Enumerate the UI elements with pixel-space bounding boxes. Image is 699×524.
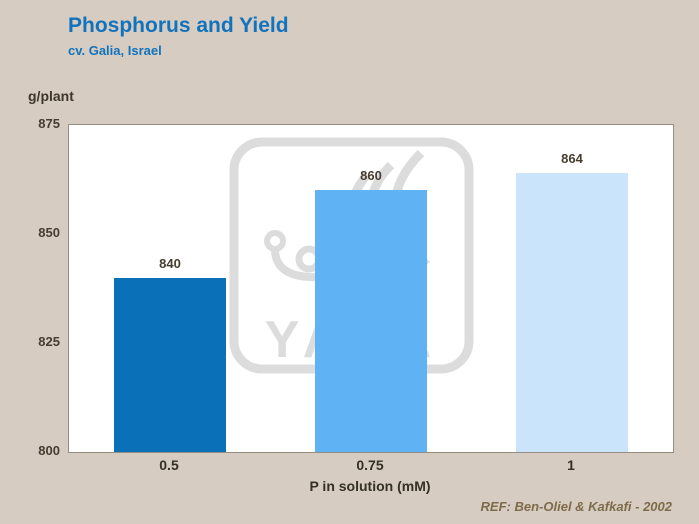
bar-0.5 (114, 278, 226, 452)
x-axis-title: P in solution (mM) (309, 478, 431, 494)
y-tick-label: 825 (38, 334, 60, 349)
bar-value-label: 840 (159, 256, 181, 271)
y-tick-label: 850 (38, 225, 60, 240)
bar-0.75 (315, 190, 427, 452)
chart-title: Phosphorus and Yield (68, 14, 289, 37)
bar-value-label: 860 (360, 168, 382, 183)
reference-text: REF: Ben-Oliel & Kafkafi - 2002 (480, 499, 672, 514)
x-tick-label: 0.5 (159, 457, 179, 473)
y-tick-label: 800 (38, 443, 60, 458)
y-tick-label: 875 (38, 116, 60, 131)
y-axis-unit-label: g/plant (28, 88, 74, 104)
bar-value-label: 864 (561, 151, 583, 166)
bars-group: 840 860 864 (69, 125, 673, 452)
x-tick-label: 0.75 (356, 457, 384, 473)
bar-1 (516, 173, 628, 452)
x-tick-label: 1 (567, 457, 575, 473)
chart-subtitle: cv. Galia, Israel (68, 43, 162, 58)
